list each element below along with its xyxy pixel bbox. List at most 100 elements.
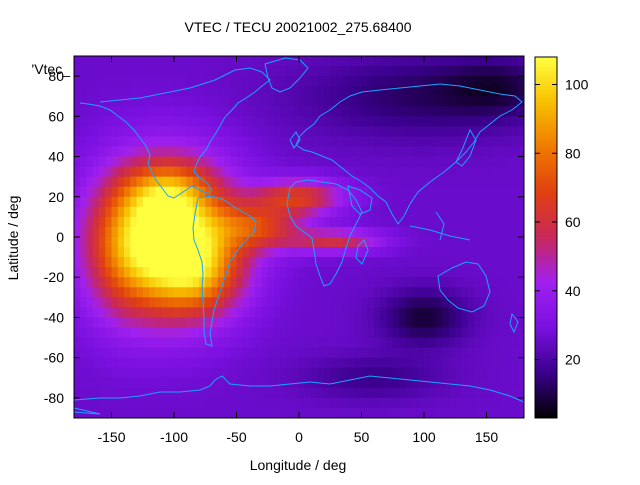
heatmap-cell	[292, 186, 300, 198]
heatmap-cell	[186, 357, 194, 369]
heatmap-cell	[492, 176, 500, 188]
heatmap-cell	[155, 126, 163, 138]
heatmap-cell	[380, 176, 388, 188]
heatmap-cell	[330, 56, 338, 67]
heatmap-cell	[324, 146, 331, 158]
heatmap-cell	[242, 277, 250, 288]
heatmap-cell	[92, 247, 100, 258]
heatmap-cell	[311, 196, 319, 208]
heatmap-cell	[236, 297, 244, 308]
heatmap-cell	[449, 387, 456, 399]
heatmap-cell	[449, 156, 456, 168]
heatmap-cell	[167, 347, 175, 359]
heatmap-cell	[349, 377, 356, 389]
heatmap-cell	[286, 176, 294, 188]
heatmap-cell	[392, 96, 400, 107]
heatmap-cell	[80, 377, 88, 389]
heatmap-cell	[86, 267, 94, 278]
heatmap-cell	[167, 357, 175, 369]
heatmap-cell	[99, 377, 106, 389]
heatmap-cell	[136, 337, 144, 349]
heatmap-cell	[492, 357, 500, 369]
heatmap-cell	[355, 237, 363, 248]
heatmap-cell	[111, 377, 119, 389]
heatmap-cell	[430, 96, 438, 107]
heatmap-cell	[111, 297, 119, 308]
heatmap-cell	[299, 297, 306, 308]
heatmap-cell	[224, 367, 231, 379]
heatmap-cell	[86, 387, 94, 399]
heatmap-cell	[155, 327, 163, 339]
heatmap-cell	[161, 347, 169, 359]
heatmap-cell	[286, 397, 294, 409]
heatmap-cell	[305, 196, 313, 208]
heatmap-cell	[249, 116, 256, 127]
heatmap-cell	[86, 216, 94, 228]
heatmap-cell	[405, 287, 413, 298]
heatmap-cell	[111, 237, 119, 248]
heatmap-cell	[336, 206, 344, 218]
heatmap-cell	[492, 317, 500, 329]
heatmap-cell	[492, 166, 500, 178]
heatmap-cell	[442, 327, 450, 339]
heatmap-cell	[324, 216, 331, 228]
heatmap-cell	[449, 166, 456, 178]
heatmap-cell	[205, 247, 213, 258]
heatmap-cell	[249, 337, 256, 349]
heatmap-cell	[511, 226, 519, 238]
heatmap-cell	[86, 357, 94, 369]
heatmap-cell	[349, 126, 356, 138]
heatmap-cell	[130, 106, 138, 117]
heatmap-cell	[374, 116, 381, 127]
heatmap-cell	[180, 247, 188, 258]
heatmap-cell	[174, 397, 181, 409]
heatmap-cell	[161, 116, 169, 127]
heatmap-cell	[511, 136, 519, 148]
heatmap-cell	[417, 66, 425, 77]
heatmap-cell	[80, 206, 88, 218]
coastline-antarctica	[74, 375, 524, 415]
heatmap-cell	[305, 126, 313, 138]
heatmap-cell	[286, 156, 294, 168]
heatmap-cell	[511, 317, 519, 329]
heatmap-cell	[355, 116, 363, 127]
heatmap-cell	[449, 96, 456, 107]
heatmap-cell	[380, 66, 388, 77]
heatmap-cell	[480, 307, 488, 319]
heatmap-cell	[330, 327, 338, 339]
heatmap-cell	[317, 136, 325, 148]
heatmap-cell	[161, 106, 169, 117]
heatmap-cell	[111, 367, 119, 379]
heatmap-cell	[124, 387, 131, 399]
heatmap-cell	[499, 216, 506, 228]
heatmap-cell	[511, 387, 519, 399]
heatmap-cell	[180, 307, 188, 319]
heatmap-cell	[117, 126, 125, 138]
heatmap-cell	[417, 206, 425, 218]
heatmap-cell	[342, 347, 350, 359]
x-axis-ticks: -150 -100 -50 0 50 100 150	[97, 56, 498, 445]
heatmap-cell	[99, 277, 106, 288]
heatmap-cell	[155, 367, 163, 379]
heatmap-cell	[361, 257, 369, 268]
heatmap-cell	[80, 327, 88, 339]
heatmap-cell	[286, 206, 294, 218]
heatmap-cell	[261, 156, 269, 168]
heatmap-cell	[249, 307, 256, 319]
heatmap-cell	[80, 216, 88, 228]
heatmap-cell	[186, 156, 194, 168]
heatmap-cell	[511, 116, 519, 127]
heatmap-cell	[180, 226, 188, 238]
heatmap-cell	[117, 136, 125, 148]
heatmap-cell	[436, 397, 444, 409]
heatmap-cell	[486, 166, 494, 178]
heatmap-cell	[317, 86, 325, 97]
heatmap-cell	[130, 186, 138, 198]
heatmap-cell	[255, 126, 263, 138]
heatmap-cell	[455, 86, 463, 97]
heatmap-cell	[336, 166, 344, 178]
heatmap-cell	[499, 387, 506, 399]
heatmap-cell	[124, 377, 131, 389]
heatmap-cell	[199, 86, 206, 97]
heatmap-cell	[74, 407, 81, 418]
